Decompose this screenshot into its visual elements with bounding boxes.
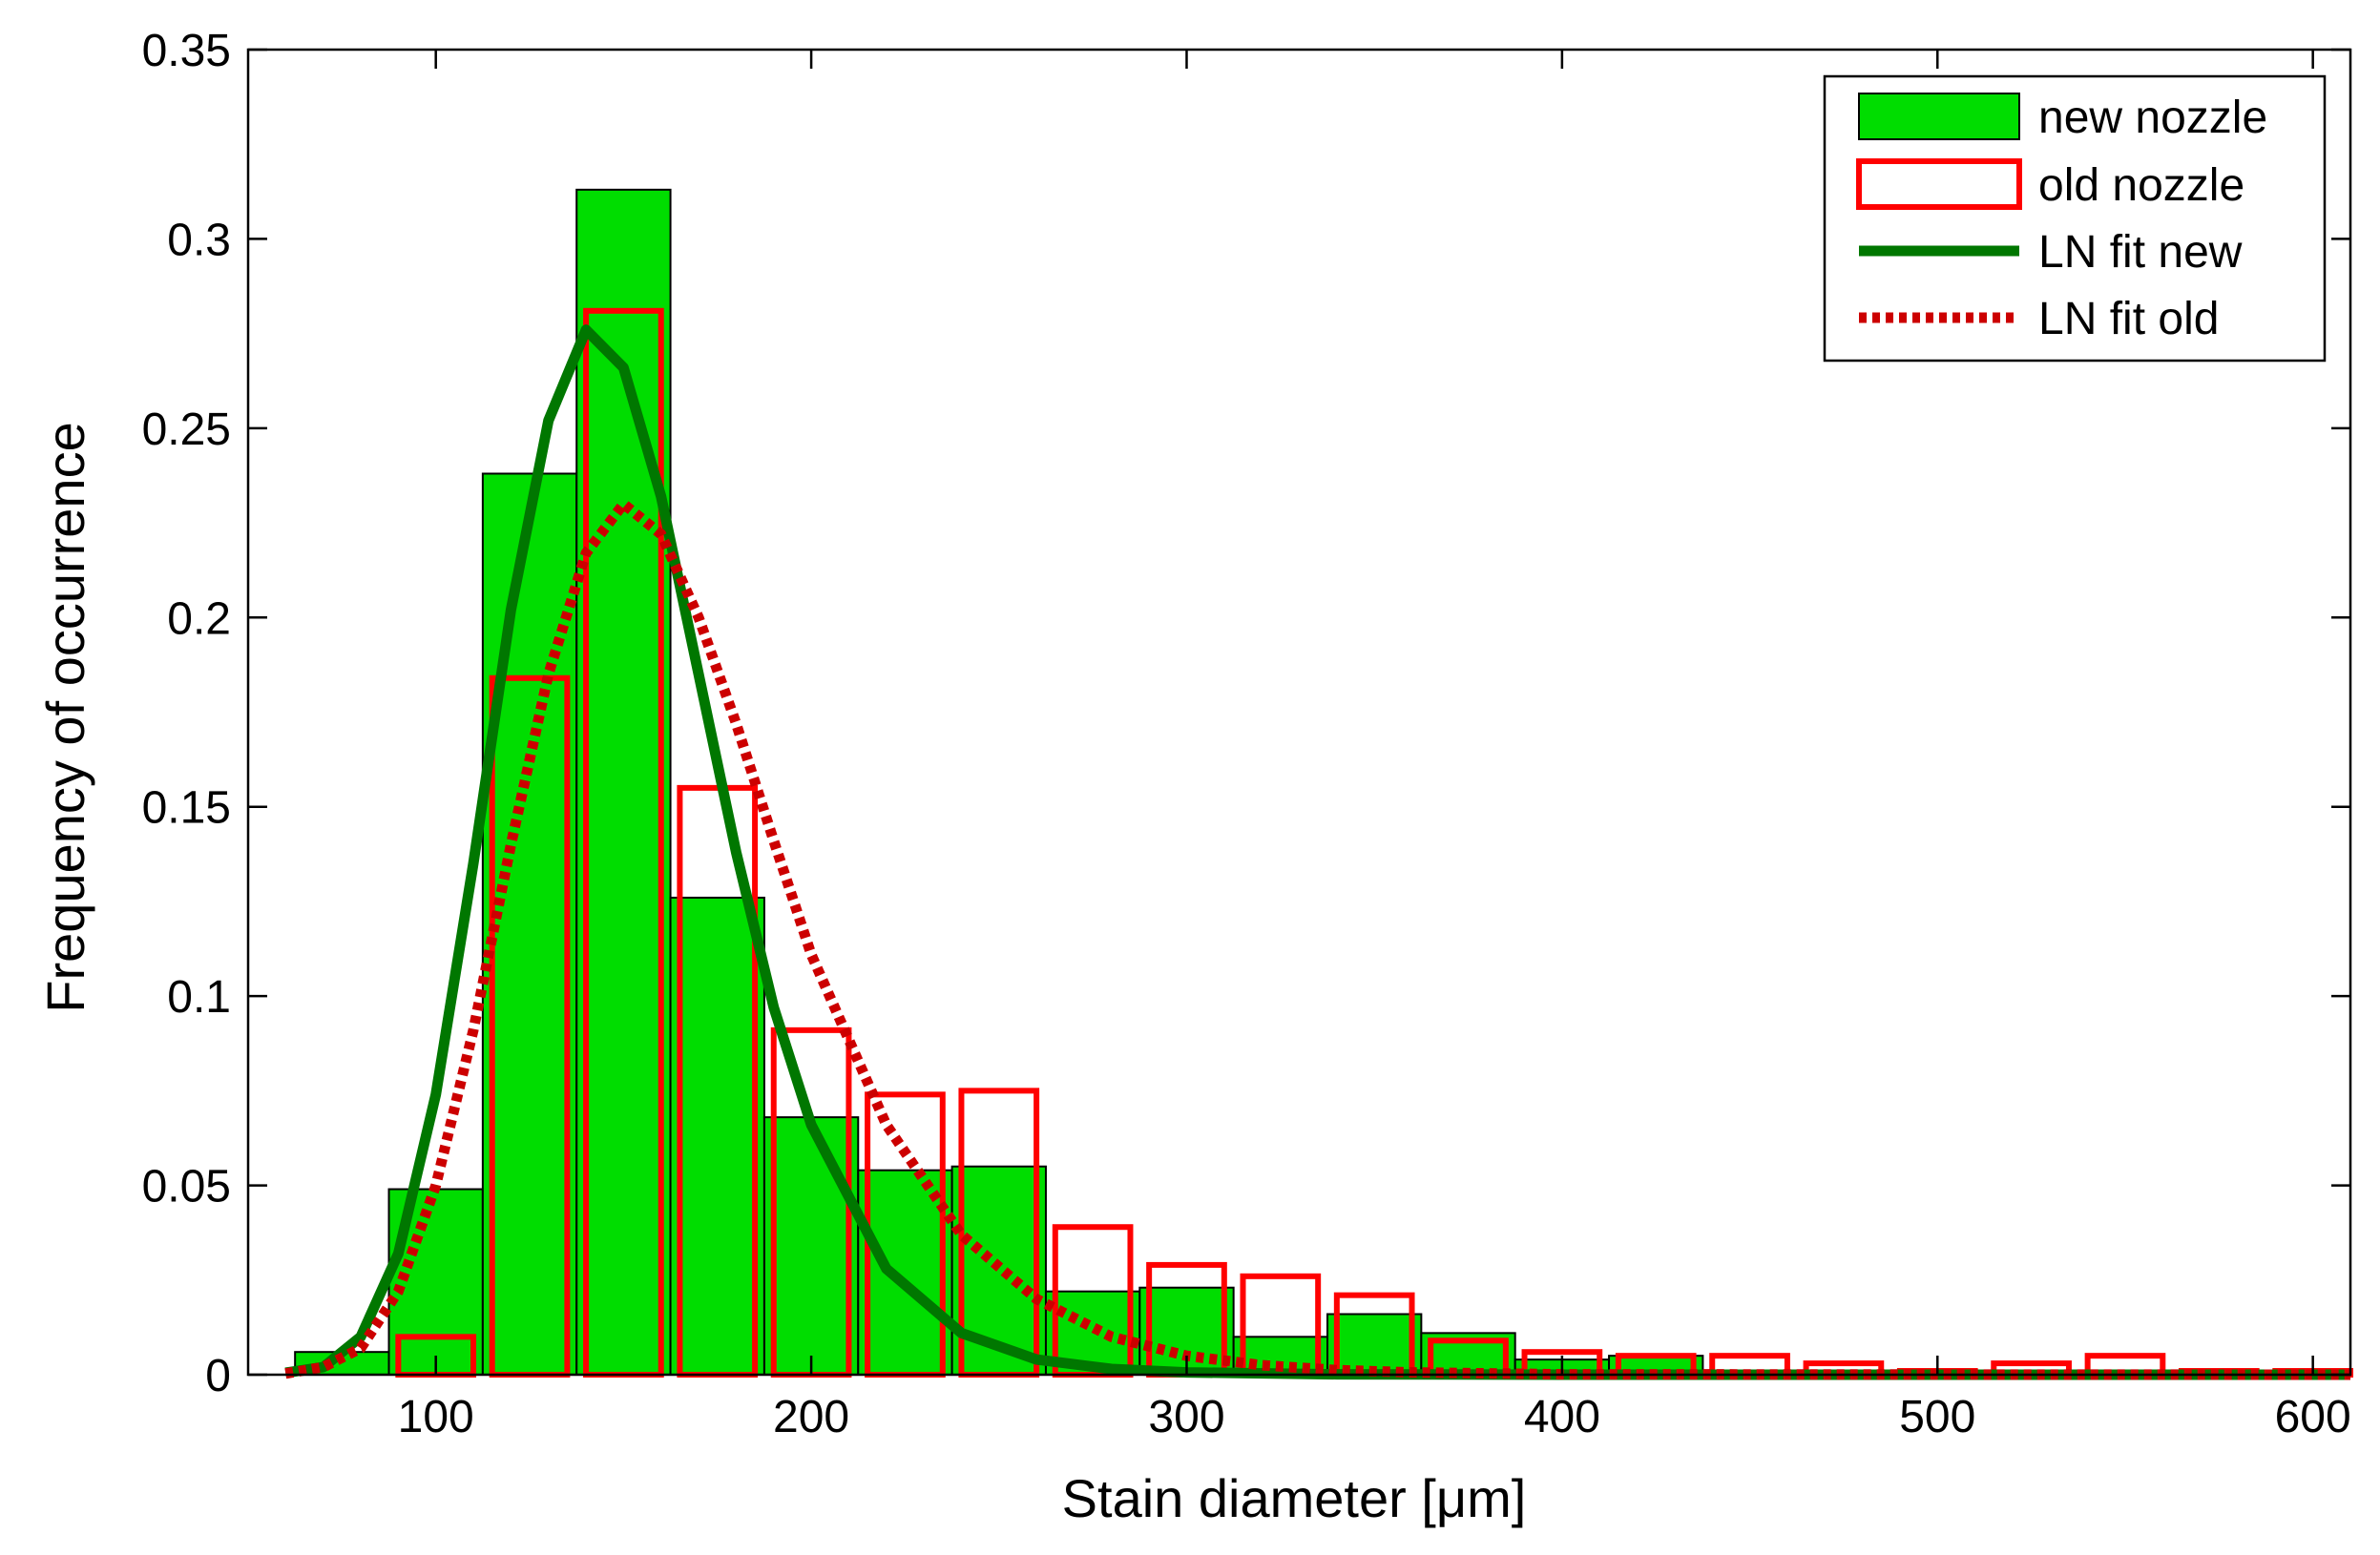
y-tick-label: 0.25 — [142, 404, 231, 455]
new-nozzle-bars — [294, 188, 1704, 1377]
new-nozzle-bar — [762, 1116, 860, 1376]
new-nozzle-bar — [669, 896, 765, 1377]
legend-swatch-old-nozzle — [1856, 158, 2022, 210]
y-tick-label: 0.05 — [142, 1162, 231, 1213]
legend: new nozzle old nozzle LN fit new LN fit old — [1823, 74, 2327, 363]
legend-label-ln-fit-old: LN fit old — [2038, 294, 2219, 344]
y-tick-label: 0 — [205, 1351, 231, 1401]
y-tick-label: 0.1 — [167, 972, 231, 1023]
new-nozzle-bar — [1326, 1313, 1423, 1376]
x-axis-label: Stain diameter [μm] — [1062, 1468, 1527, 1528]
legend-swatch-new-nozzle — [1858, 93, 2020, 140]
x-tick-label: 400 — [1524, 1392, 1600, 1442]
fit-curves — [284, 324, 2351, 1380]
x-tick-label: 100 — [398, 1392, 474, 1442]
new-nozzle-bar — [481, 472, 578, 1377]
x-tick-label: 200 — [773, 1392, 849, 1442]
y-tick-label: 0.3 — [167, 215, 231, 265]
y-tick-label: 0.2 — [167, 593, 231, 644]
legend-label-ln-fit-new: LN fit new — [2038, 227, 2243, 278]
x-tick-label: 300 — [1148, 1392, 1224, 1442]
new-nozzle-bar — [575, 188, 672, 1376]
y-tick-label: 0.35 — [142, 26, 231, 76]
ln-fit-new-curve — [284, 324, 2350, 1380]
legend-label-old-nozzle: old nozzle — [2038, 160, 2244, 211]
legend-label-new-nozzle: new nozzle — [2038, 93, 2267, 143]
ln-fit-old-curve — [284, 496, 2351, 1380]
y-tick-label: 0.15 — [142, 783, 231, 834]
plot-frame — [246, 48, 2352, 1377]
x-tick-label: 600 — [2275, 1392, 2351, 1442]
y-axis-label: Frequency of occurrence — [35, 422, 95, 1012]
x-tick-label: 500 — [1899, 1392, 1975, 1442]
axes: 100 200 300 400 500 600 0 0.05 0.1 0.15 0.2 0.25 0.3… — [142, 26, 2352, 1442]
new-nozzle-bar — [857, 1169, 953, 1376]
